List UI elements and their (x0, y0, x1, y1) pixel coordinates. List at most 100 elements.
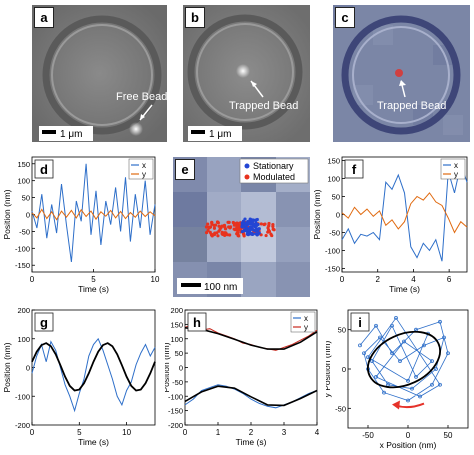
y-tick-label: -50 (19, 227, 30, 236)
stationary-point (253, 222, 257, 226)
modulated-point (206, 228, 210, 233)
y-tick-label: 100 (170, 335, 183, 344)
stationary-point (255, 233, 259, 237)
modulated-point (228, 226, 232, 230)
legend-label: x (454, 161, 458, 170)
data-point (402, 339, 406, 344)
x-tick-label: 3 (282, 428, 287, 437)
data-point (422, 343, 426, 348)
y-tick-label: 50 (22, 194, 30, 203)
panel-b: Trapped Bead 1 μm b (183, 5, 310, 142)
modulated-point (232, 223, 236, 227)
data-point (394, 315, 398, 320)
modulated-point (235, 221, 239, 225)
y-tick-label: -100 (15, 244, 30, 253)
y-tick-label: 0 (26, 364, 30, 373)
stationary-point (240, 225, 245, 229)
x-tick-label: 1 (216, 428, 221, 437)
y-tick-label: 0 (342, 365, 346, 374)
modulated-point (262, 222, 266, 227)
y-tick-label: -50 (329, 228, 340, 237)
data-point (406, 378, 410, 383)
stationary-point (248, 217, 252, 221)
stationary-point (248, 231, 252, 235)
panel-e-label: e (175, 159, 195, 180)
modulated-point (266, 228, 271, 232)
stationary-point (243, 217, 247, 221)
series-line (31, 342, 156, 392)
fit-ellipse (367, 330, 441, 389)
stationary-point (248, 226, 252, 230)
data-point (366, 355, 370, 360)
y-tick-label: -100 (15, 392, 30, 401)
x-tick-label: 5 (77, 428, 82, 437)
stationary-point (257, 231, 261, 235)
modulated-point (227, 220, 231, 224)
y-tick-label: -150 (168, 407, 183, 416)
y-tick-label: 50 (332, 193, 340, 202)
panel-a-label: a (34, 7, 54, 28)
panel-label: i (358, 315, 362, 330)
modulated-point (220, 224, 224, 228)
series-line (184, 327, 318, 350)
data-point (414, 374, 418, 379)
modulated-point (208, 230, 212, 234)
x-axis-label: x Position (nm) (380, 440, 437, 450)
legend-label: y (142, 170, 146, 179)
modulated-point (231, 220, 235, 225)
y-tick-label: -150 (325, 264, 340, 273)
series-line (31, 337, 156, 413)
data-point (374, 323, 378, 328)
y-tick-label: 50 (175, 349, 183, 358)
x-tick-label: 4 (315, 428, 320, 437)
legend-label: x (304, 314, 308, 323)
panel-e-scalebar: 100 nm (204, 282, 237, 293)
modulated-point (206, 225, 211, 230)
panel-a-scalebar: 1 μm (60, 129, 82, 140)
data-point (382, 390, 386, 395)
y-tick-label: -100 (168, 392, 183, 401)
modulated-point (217, 229, 221, 233)
modulated-point (242, 234, 246, 238)
rotation-arrow-head (392, 400, 400, 410)
modulated-point (223, 231, 227, 235)
panel-label-box (187, 312, 207, 332)
panel-e-scatter (204, 217, 276, 238)
legend-label: x (142, 161, 146, 170)
modulated-point (216, 234, 220, 238)
x-tick-label: 0 (340, 275, 345, 284)
series-line (31, 163, 156, 262)
y-axis-label: y Position (nm) (326, 340, 332, 397)
data-point (442, 335, 446, 340)
y-tick-label: 200 (17, 306, 30, 315)
panel-f-chart: 0 2 4 6 -150 -100 -50 0 50 100 150 Time (s) Position… (312, 157, 468, 294)
panel-e-legend-stationary: Stationary (253, 161, 294, 171)
x-tick-label: 5 (91, 275, 96, 284)
panel-d-chart: 0 5 10 -150 -100 -50 0 50 100 150 Time (s) Position… (2, 156, 160, 294)
x-tick-label: 4 (411, 275, 416, 284)
data-point (390, 351, 394, 356)
x-tick-label: 6 (447, 275, 452, 284)
y-tick-label: 150 (327, 157, 340, 166)
stationary-point (251, 219, 255, 223)
legend-box (128, 158, 154, 180)
series-line (184, 385, 318, 407)
y-tick-label: -200 (168, 421, 183, 430)
stationary-point (241, 219, 246, 223)
y-tick-label: 100 (327, 175, 340, 184)
x-tick-label: 50 (444, 431, 453, 440)
panel-c-annotation: Trapped Bead (377, 100, 446, 112)
modulated-point (271, 224, 275, 229)
modulated-point (235, 230, 240, 234)
data-point (438, 382, 442, 387)
modulated-point (217, 224, 221, 228)
y-tick-label: 200 (170, 306, 183, 315)
modulated-point (269, 232, 273, 236)
panel-b-label: b (185, 7, 205, 28)
modulated-point (223, 225, 227, 229)
stationary-point (244, 229, 248, 233)
data-point (374, 374, 378, 379)
data-point (430, 359, 434, 364)
x-axis-label: Time (s) (78, 284, 109, 294)
stationary-point (254, 218, 258, 222)
